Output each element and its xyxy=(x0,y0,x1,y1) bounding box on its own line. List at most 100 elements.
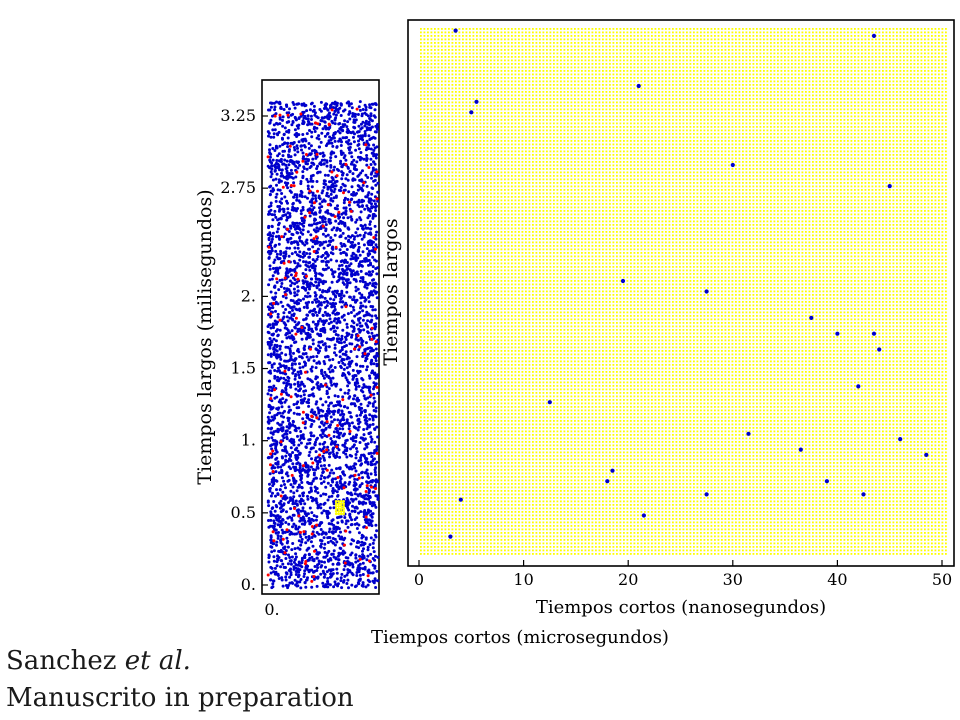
left-blue-point xyxy=(335,467,338,470)
left-blue-point xyxy=(334,131,337,134)
left-blue-point xyxy=(290,344,293,347)
left-blue-point xyxy=(367,134,370,137)
left-blue-point xyxy=(340,306,343,309)
left-blue-point xyxy=(373,539,376,542)
left-blue-point xyxy=(320,560,323,563)
left-blue-point xyxy=(271,407,274,410)
left-blue-point xyxy=(339,467,342,470)
left-blue-point xyxy=(343,294,346,297)
left-blue-point xyxy=(327,482,330,485)
left-blue-point xyxy=(374,202,377,205)
left-blue-point xyxy=(281,279,284,282)
left-blue-point xyxy=(334,220,337,223)
left-blue-point xyxy=(275,101,278,104)
left-blue-point xyxy=(332,377,335,380)
left-blue-point xyxy=(374,377,377,380)
left-blue-point xyxy=(319,397,322,400)
left-blue-point xyxy=(347,190,350,193)
left-blue-point xyxy=(339,480,342,483)
left-blue-point xyxy=(339,102,342,105)
left-blue-point xyxy=(272,482,275,485)
left-blue-point xyxy=(292,479,295,482)
left-blue-point xyxy=(279,189,282,192)
left-blue-point xyxy=(284,126,287,129)
left-blue-point xyxy=(316,577,319,580)
left-blue-point xyxy=(289,306,292,309)
left-blue-point xyxy=(369,502,372,505)
left-blue-point xyxy=(328,287,331,290)
left-blue-point xyxy=(302,282,305,285)
left-blue-point xyxy=(341,444,344,447)
left-blue-point xyxy=(325,532,328,535)
left-blue-point xyxy=(364,566,367,569)
left-blue-point xyxy=(341,269,344,272)
left-blue-point xyxy=(357,564,360,567)
left-red-point xyxy=(272,539,275,542)
left-blue-point xyxy=(309,233,312,236)
left-blue-point xyxy=(304,139,307,142)
left-blue-point xyxy=(307,230,310,233)
left-blue-point xyxy=(340,260,343,263)
left-blue-point xyxy=(302,506,305,509)
left-blue-point xyxy=(297,302,300,305)
left-blue-point xyxy=(319,119,322,122)
left-blue-point xyxy=(270,436,273,439)
left-blue-point xyxy=(317,533,320,536)
left-blue-point xyxy=(356,227,359,230)
left-blue-point xyxy=(302,228,305,231)
left-blue-point xyxy=(372,265,375,268)
left-blue-point xyxy=(372,405,375,408)
left-blue-point xyxy=(286,586,289,589)
left-blue-point xyxy=(268,380,271,383)
left-blue-point xyxy=(313,105,316,108)
left-blue-point xyxy=(334,347,337,350)
left-blue-point xyxy=(286,540,289,543)
left-blue-point xyxy=(355,483,358,486)
left-blue-point xyxy=(368,197,371,200)
left-blue-point xyxy=(273,123,276,126)
left-blue-point xyxy=(279,358,282,361)
left-blue-point xyxy=(324,135,327,138)
left-blue-point xyxy=(280,285,283,288)
left-blue-point xyxy=(279,329,282,332)
left-blue-point xyxy=(370,361,373,364)
left-blue-point xyxy=(278,243,281,246)
left-blue-point xyxy=(343,358,346,361)
left-blue-point xyxy=(282,163,285,166)
left-blue-point xyxy=(267,305,270,308)
left-red-point xyxy=(280,440,283,443)
left-blue-point xyxy=(342,418,345,421)
left-blue-point xyxy=(287,275,290,278)
left-blue-point xyxy=(326,577,329,580)
left-blue-point xyxy=(352,539,355,542)
left-blue-point xyxy=(273,132,276,135)
left-blue-point xyxy=(364,134,367,137)
left-blue-point xyxy=(329,365,332,368)
left-blue-point xyxy=(281,169,284,172)
left-blue-point xyxy=(339,579,342,582)
left-blue-point xyxy=(333,188,336,191)
left-blue-point xyxy=(352,136,355,139)
left-blue-point xyxy=(340,366,343,369)
left-blue-point xyxy=(350,518,353,521)
left-blue-point xyxy=(307,547,310,550)
left-blue-point xyxy=(270,495,273,498)
left-blue-point xyxy=(331,530,334,533)
left-blue-point xyxy=(291,542,294,545)
left-blue-point xyxy=(318,360,321,363)
left-red-point xyxy=(354,474,357,477)
left-blue-point xyxy=(294,308,297,311)
left-blue-point xyxy=(372,491,375,494)
left-blue-point xyxy=(324,347,327,350)
left-blue-point xyxy=(313,558,316,561)
left-blue-point xyxy=(298,494,301,497)
left-blue-point xyxy=(342,483,345,486)
left-blue-point xyxy=(299,517,302,520)
left-blue-point xyxy=(365,323,368,326)
left-blue-point xyxy=(294,153,297,156)
left-blue-point xyxy=(327,404,330,407)
left-red-point xyxy=(272,530,275,533)
left-blue-point xyxy=(294,375,297,378)
left-blue-point xyxy=(298,376,301,379)
left-blue-point xyxy=(283,196,286,199)
